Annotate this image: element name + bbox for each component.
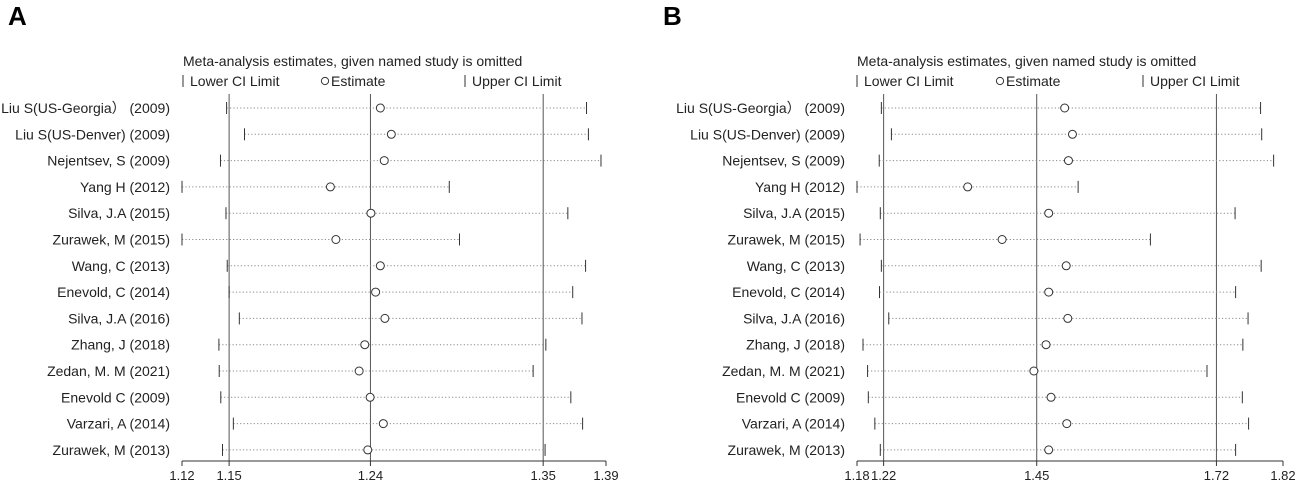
panel-b-plot: Meta-analysis estimates, given named stu… [676, 53, 1296, 483]
estimate-point [1063, 156, 1073, 166]
estimate-point [325, 182, 335, 192]
study-label: Yang H (2012) [755, 179, 845, 195]
x-tick-label: 1.15 [216, 468, 241, 483]
study-label: Zurawek, M (2013) [728, 442, 845, 458]
study-label: Yang H (2012) [80, 179, 170, 195]
estimate-point [366, 208, 376, 218]
legend-upper-label: Upper CI Limit [472, 73, 562, 89]
estimate-point [360, 340, 370, 350]
estimate-point [1044, 208, 1054, 218]
legend-lower-label: Lower CI Limit [190, 73, 280, 89]
estimate-point [379, 156, 389, 166]
estimate-point [375, 103, 385, 113]
panel-b-letter: B [663, 1, 682, 31]
study-label: Wang, C (2013) [72, 258, 170, 274]
x-tick-label: 1.45 [1024, 468, 1049, 483]
study-label: Zhang, J (2018) [746, 337, 845, 353]
estimate-point [1060, 103, 1070, 113]
estimate-point [354, 366, 364, 376]
legend-estimate-marker [320, 76, 330, 86]
estimate-point [1063, 313, 1073, 323]
legend-estimate-label: Estimate [1006, 73, 1061, 89]
study-label: Nejentsev, S (2009) [47, 153, 170, 169]
estimate-point [997, 235, 1007, 244]
estimate-point [1041, 340, 1051, 350]
panel-a-plot: Meta-analysis estimates, given named stu… [1, 53, 619, 483]
estimate-point [378, 419, 388, 429]
estimate-point [1067, 129, 1077, 139]
legend-estimate-label: Estimate [331, 73, 386, 89]
x-tick-label: 1.35 [531, 468, 556, 483]
estimate-point [365, 392, 375, 402]
study-label: Enevold, C (2014) [732, 284, 845, 300]
estimate-point [1062, 419, 1072, 429]
legend-upper-label: Upper CI Limit [1150, 73, 1240, 89]
study-label: Zurawek, M (2015) [728, 232, 845, 248]
legend-estimate-marker [995, 76, 1005, 86]
x-tick-label: 1.24 [358, 468, 383, 483]
study-label: Silva, J.A (2015) [68, 205, 170, 221]
study-label: Zurawek, M (2013) [53, 442, 170, 458]
x-tick-label: 1.22 [871, 468, 896, 483]
estimate-point [1046, 392, 1056, 402]
estimate-point [963, 182, 973, 192]
x-tick-label: 1.39 [593, 468, 618, 483]
study-label: Zurawek, M (2015) [53, 232, 170, 248]
x-tick-label: 1.12 [169, 468, 194, 483]
study-label: Zedan, M. M (2021) [722, 363, 845, 379]
x-tick-label: 1.82 [1270, 468, 1295, 483]
study-label: Zedan, M. M (2021) [47, 363, 170, 379]
study-label: Nejentsev, S (2009) [722, 153, 845, 169]
study-label: Varzari, A (2014) [67, 416, 170, 432]
study-label: Enevold, C (2014) [57, 284, 170, 300]
estimate-point [1044, 287, 1054, 297]
study-label: Varzari, A (2014) [742, 416, 845, 432]
chart-title: Meta-analysis estimates, given named stu… [183, 53, 522, 69]
estimate-point [363, 445, 373, 455]
x-tick-label: 1.18 [844, 468, 869, 483]
study-label: Wang, C (2013) [747, 258, 845, 274]
study-label: Silva, J.A (2015) [743, 205, 845, 221]
chart-title: Meta-analysis estimates, given named stu… [857, 53, 1196, 69]
study-label: Silva, J.A (2016) [68, 310, 170, 326]
study-label: Liu S(US-Georgia） (2009) [1, 100, 170, 116]
x-tick-label: 1.72 [1204, 468, 1229, 483]
study-label: Enevold C (2009) [61, 389, 170, 405]
study-label: Enevold C (2009) [736, 389, 845, 405]
estimate-point [380, 313, 390, 323]
estimate-point [371, 287, 381, 297]
study-label: Liu S(US-Georgia） (2009) [676, 100, 845, 116]
estimate-point [1044, 445, 1054, 455]
estimate-point [1029, 366, 1039, 376]
study-label: Zhang, J (2018) [71, 337, 170, 353]
estimate-point [375, 261, 385, 271]
study-label: Liu S(US-Denver) (2009) [690, 126, 845, 142]
legend-lower-label: Lower CI Limit [864, 73, 954, 89]
study-label: Silva, J.A (2016) [743, 310, 845, 326]
panel-a-letter: A [8, 1, 27, 31]
estimate-point [386, 129, 396, 139]
estimate-point [1061, 261, 1071, 271]
study-label: Liu S(US-Denver) (2009) [15, 126, 170, 142]
estimate-point [331, 235, 341, 244]
